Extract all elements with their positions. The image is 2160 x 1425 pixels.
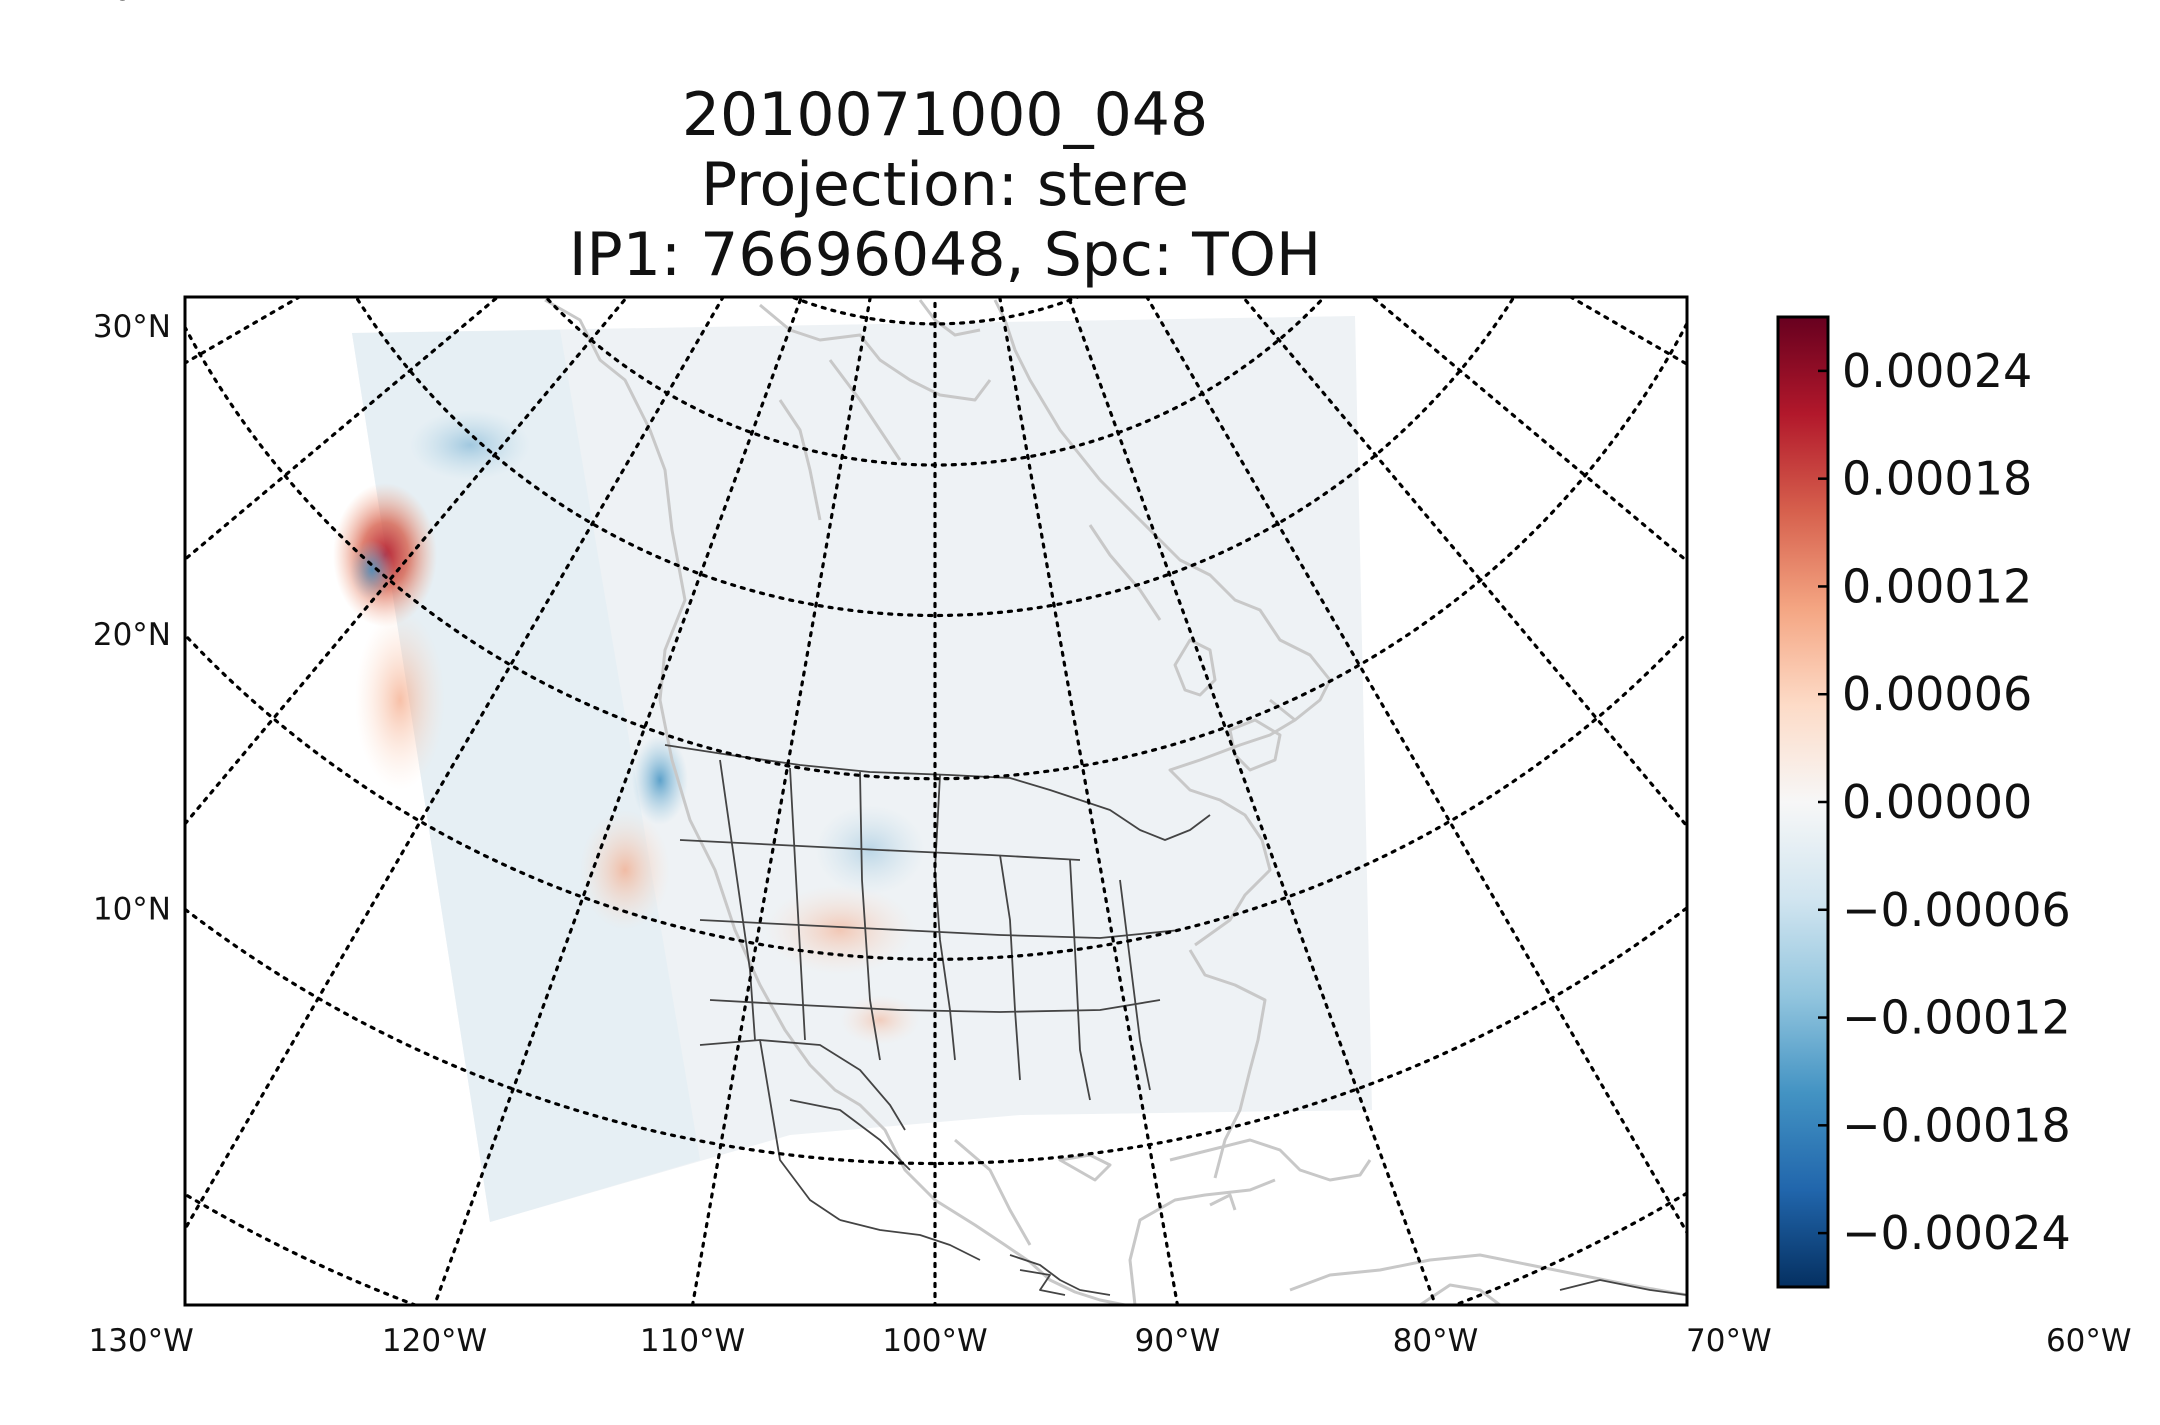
colorbar-tick-label: −0.00018 <box>1842 1098 2071 1152</box>
meridian-90w <box>998 297 1180 1305</box>
field-blue-anomaly-nw <box>410 410 530 480</box>
field-blue-anomaly-coast <box>632 735 688 825</box>
lon-label: 90°W <box>1135 1323 1221 1359</box>
meridian-140w <box>185 297 630 827</box>
colorbar-tick-label: 0.00012 <box>1842 559 2032 613</box>
lon-label: 70°W <box>1686 1323 1772 1359</box>
lon-label: 60°W <box>2046 1323 2132 1359</box>
field-pink-anomaly-gulf <box>840 995 920 1045</box>
political-borders <box>664 744 1687 1296</box>
title-line-date: 2010071000_048 <box>681 80 1209 150</box>
parallel-30 <box>185 319 1687 781</box>
meridian-150w <box>185 297 501 562</box>
colorbar-tick-label: −0.00024 <box>1842 1206 2071 1260</box>
lon-label: 80°W <box>1393 1323 1479 1359</box>
meridian-120w <box>432 297 804 1305</box>
lat-label: 40°N <box>93 0 171 8</box>
colorbar-ticks: 0.00024 0.00018 0.00012 0.00006 0.00000 −0.00… <box>1818 344 2071 1260</box>
lon-label: 100°W <box>882 1323 987 1359</box>
field-pink-anomaly-plains <box>765 885 915 975</box>
meridian-180w <box>0 0 744 234</box>
colorbar-tick-label: −0.00006 <box>1842 883 2071 937</box>
map-title: 2010071000_048 Projection: stere IP1: 76… <box>185 80 1705 290</box>
colorbar-tick-label: 0.00018 <box>1842 452 2032 506</box>
title-line-projection: Projection: stere <box>701 150 1189 220</box>
lat-label: 30°N <box>93 309 171 345</box>
lon-label: 110°W <box>640 1323 745 1359</box>
meridian-60w <box>1240 297 1687 829</box>
lat-label: 10°N <box>93 891 171 927</box>
lat-label: 20°N <box>93 617 171 653</box>
longitude-labels: 140°W130°W120°W110°W100°W90°W80°W70°W60°… <box>88 1323 2132 1359</box>
title-line-ip1: IP1: 76696048, Spc: TOH <box>568 220 1322 290</box>
latitude-labels: 40°N 30°N 20°N 10°N <box>93 0 171 927</box>
meridian-70w <box>1145 297 1687 1236</box>
colorbar: 0.00024 0.00018 0.00012 0.00006 0.00000 −0.00… <box>1776 315 2071 1289</box>
colorbar-tick-label: 0.00006 <box>1842 667 2032 721</box>
parallel-60 <box>787 297 1083 326</box>
field-pink-anomaly-pacific <box>580 810 670 930</box>
field-pink-anomaly-coast <box>355 610 445 790</box>
field-west-band <box>352 330 700 1222</box>
map-frame <box>183 295 1689 1307</box>
meridian-20w <box>1126 0 2160 234</box>
meridian-80w <box>1066 297 1438 1305</box>
colorbar-tick-label: 0.00024 <box>1842 344 2032 398</box>
parallel-70 <box>676 0 1194 189</box>
meridian-50w <box>1369 297 1687 564</box>
colorbar-tick-label: −0.00012 <box>1842 991 2071 1045</box>
meridian-130w <box>185 297 725 1233</box>
lon-label: 120°W <box>382 1323 487 1359</box>
meridian-110w <box>690 297 872 1305</box>
lon-label: 130°W <box>88 1323 193 1359</box>
colorbar-tick-label: 0.00000 <box>1842 775 2032 829</box>
